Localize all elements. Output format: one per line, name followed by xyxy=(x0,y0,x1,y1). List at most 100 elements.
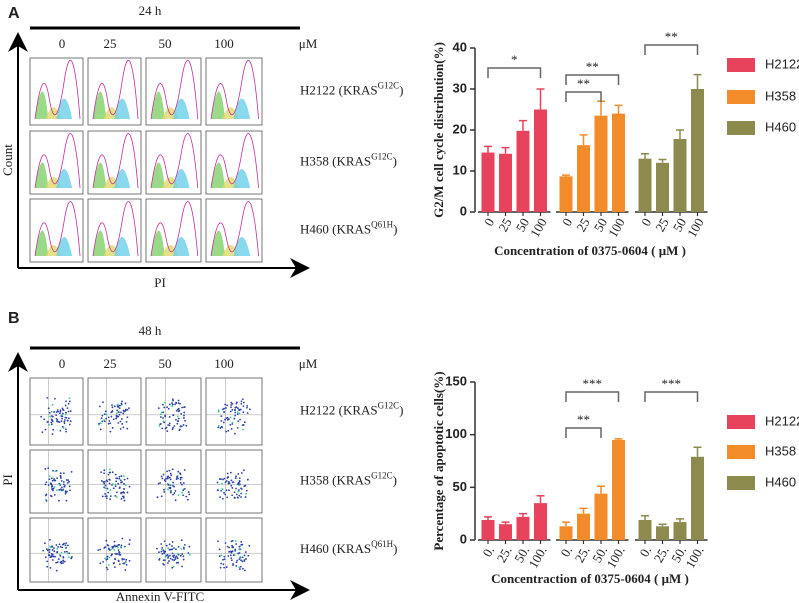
event-dot xyxy=(48,538,51,541)
event-dot xyxy=(103,482,106,485)
event-dot xyxy=(120,475,123,477)
event-dot xyxy=(235,475,237,478)
event-dot xyxy=(106,568,109,571)
mutation-sup: Q61H xyxy=(371,220,393,230)
event-dot xyxy=(183,543,186,546)
event-dot xyxy=(50,483,53,486)
event-dot xyxy=(162,411,165,414)
concentration-label: 0 xyxy=(59,36,66,51)
event-dot xyxy=(101,420,104,423)
event-dot xyxy=(234,414,237,417)
event-dot xyxy=(99,548,102,551)
event-dot xyxy=(161,427,164,430)
event-dot xyxy=(183,411,186,414)
legend-label: H460 xyxy=(765,119,796,134)
event-dot xyxy=(59,409,62,412)
histogram-outline xyxy=(210,201,259,257)
event-dot xyxy=(120,481,122,484)
event-dot xyxy=(49,545,52,548)
event-dot xyxy=(100,471,103,474)
event-dot xyxy=(185,495,188,498)
event-dot xyxy=(61,546,64,549)
cell-line-suffix: ) xyxy=(393,153,397,168)
event-dot xyxy=(103,419,106,421)
event-dot xyxy=(162,420,165,423)
bar xyxy=(656,162,669,212)
x-tick-label: 50 xyxy=(513,215,532,234)
event-dot xyxy=(53,478,56,481)
event-dot xyxy=(233,432,236,435)
event-dot xyxy=(60,480,63,482)
cell-line-label: H460 (KRASQ61H) xyxy=(300,220,398,237)
y-tick-label: 0 xyxy=(460,531,467,546)
event-dot xyxy=(238,545,241,548)
event-dot xyxy=(59,412,61,415)
event-dot xyxy=(237,490,240,493)
event-dot xyxy=(169,403,171,406)
event-dot xyxy=(52,489,54,492)
event-dot xyxy=(61,425,64,428)
event-dot xyxy=(109,489,112,491)
event-dot xyxy=(171,403,174,406)
event-dot xyxy=(177,545,180,548)
significance-bracket xyxy=(565,74,620,85)
event-dot xyxy=(187,552,190,554)
event-dot xyxy=(175,555,178,558)
event-dot xyxy=(223,477,226,480)
event-dot xyxy=(171,541,174,543)
x-tick-label: 50. xyxy=(589,543,610,565)
event-dot xyxy=(176,422,179,425)
event-dot xyxy=(109,498,112,501)
event-dot xyxy=(182,558,185,561)
event-dot xyxy=(123,545,126,548)
event-dot xyxy=(106,555,109,558)
error-bar xyxy=(658,158,667,163)
y-tick-label: 40 xyxy=(453,39,467,54)
error-bar xyxy=(676,129,684,140)
event-dot xyxy=(68,552,71,555)
event-dot xyxy=(183,414,185,417)
event-dot xyxy=(223,566,226,569)
event-dot xyxy=(171,545,173,547)
event-dot xyxy=(53,547,55,549)
event-dot xyxy=(99,405,101,408)
event-dot xyxy=(174,556,177,559)
event-dot xyxy=(173,492,176,494)
event-dot xyxy=(65,400,67,403)
event-dot xyxy=(109,471,112,474)
event-dot xyxy=(172,399,174,402)
event-dot xyxy=(158,551,160,554)
event-dot xyxy=(234,409,237,411)
event-dot xyxy=(173,547,175,549)
event-dot xyxy=(157,482,160,485)
event-dot xyxy=(53,494,56,496)
mutation-sup: G12C xyxy=(371,471,393,481)
event-dot xyxy=(181,491,183,494)
x-tick-label: 25 xyxy=(652,215,671,234)
event-dot xyxy=(110,554,113,557)
event-dot xyxy=(181,553,184,556)
event-dot xyxy=(48,423,50,426)
event-dot xyxy=(164,401,166,404)
mutation-sup: Q61H xyxy=(371,539,393,549)
event-dot xyxy=(118,407,121,410)
histogram-outline xyxy=(92,59,139,120)
event-dot xyxy=(221,408,224,411)
event-dot xyxy=(128,543,131,546)
event-dot xyxy=(122,491,125,493)
histogram-outline xyxy=(34,133,81,189)
event-dot xyxy=(70,470,73,473)
event-dot xyxy=(223,558,226,561)
event-dot xyxy=(120,544,123,547)
event-dot xyxy=(225,489,228,492)
event-dot xyxy=(230,479,233,482)
event-dot xyxy=(44,428,47,431)
event-dot xyxy=(119,545,122,548)
event-dot xyxy=(167,562,169,564)
event-dot xyxy=(232,546,234,549)
event-dot xyxy=(123,499,126,502)
bar xyxy=(516,130,530,212)
bar xyxy=(559,176,573,212)
bar xyxy=(534,503,547,540)
